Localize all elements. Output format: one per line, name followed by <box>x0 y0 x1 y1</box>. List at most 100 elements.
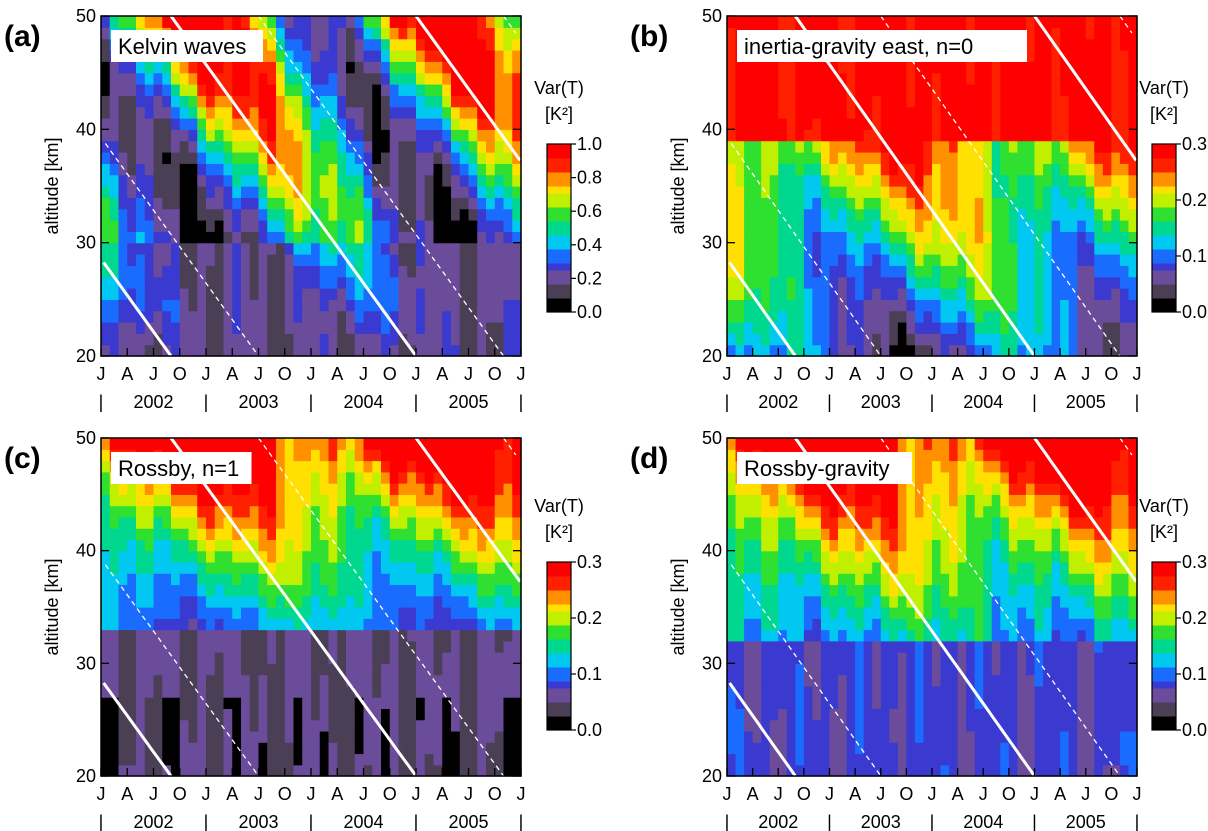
heatmap-cell <box>328 276 338 289</box>
heatmap-cell <box>153 640 163 653</box>
colorbar-swatch <box>547 562 571 570</box>
heatmap-cell <box>477 685 487 698</box>
heatmap-cell <box>735 629 745 642</box>
heatmap-cell <box>744 708 754 721</box>
panel-title: inertia-gravity east, n=0 <box>737 30 1027 62</box>
heatmap-cell <box>451 220 461 232</box>
heatmap-cell <box>494 753 505 766</box>
heatmap-cell <box>381 753 391 766</box>
heatmap-cell <box>459 288 470 300</box>
heatmap-cell <box>1068 16 1078 28</box>
heatmap-cell <box>346 50 356 62</box>
heatmap-cell <box>241 764 251 777</box>
heatmap-cell <box>838 344 848 357</box>
heatmap-cell <box>267 174 277 187</box>
heatmap-cell <box>778 483 788 495</box>
heatmap-cell <box>293 152 303 164</box>
heatmap-cell <box>829 186 839 198</box>
heatmap-cell <box>880 61 890 74</box>
heatmap-cell <box>144 708 155 721</box>
heatmap-cell <box>223 220 233 232</box>
heatmap-cell <box>897 288 907 300</box>
heatmap-cell <box>459 265 470 278</box>
colorbar-swatch <box>547 688 571 696</box>
heatmap-cell <box>486 288 496 300</box>
heatmap-cell <box>354 95 365 108</box>
heatmap-cell <box>311 288 321 300</box>
heatmap-cell <box>153 254 163 266</box>
heatmap-cell <box>407 516 417 529</box>
heatmap-cell <box>188 231 198 244</box>
heatmap-cell <box>1034 84 1044 96</box>
heatmap-cell <box>1119 197 1130 210</box>
heatmap-cell <box>442 663 452 676</box>
heatmap-cell <box>162 505 172 518</box>
heatmap-cell <box>328 640 338 653</box>
heatmap-cell <box>346 550 356 563</box>
heatmap-cell <box>838 242 848 255</box>
heatmap-cell <box>1034 186 1044 198</box>
heatmap-cell <box>328 231 338 244</box>
year-label: 2002 <box>758 392 798 412</box>
colorbar-swatch <box>547 179 571 187</box>
heatmap-cell <box>957 333 967 346</box>
heatmap-cell <box>459 140 470 153</box>
heatmap-cell <box>442 449 452 462</box>
easterly-wind-contour <box>257 15 505 357</box>
heatmap-cell <box>889 140 899 153</box>
heatmap-cell <box>416 220 426 232</box>
heatmap-cell <box>118 310 128 323</box>
heatmap-cell <box>136 322 146 334</box>
heatmap-cell <box>1060 95 1070 108</box>
heatmap-cell <box>232 84 242 96</box>
heatmap-cell <box>752 310 762 323</box>
heatmap-cell <box>302 84 312 96</box>
heatmap-cell <box>319 753 330 766</box>
heatmap-cell <box>744 753 754 766</box>
heatmap-cell <box>914 254 925 266</box>
heatmap-cell <box>1128 333 1138 346</box>
heatmap-cell <box>337 607 347 619</box>
heatmap-cell <box>459 310 470 323</box>
heatmap-cell <box>795 84 805 96</box>
heatmap-cell <box>363 663 373 676</box>
heatmap-cell <box>1000 288 1010 300</box>
heatmap-cell <box>761 95 771 108</box>
heatmap-cell <box>1085 242 1095 255</box>
heatmap-cell <box>302 697 312 709</box>
heatmap-cell <box>983 276 993 289</box>
heatmap-cell <box>735 561 745 574</box>
heatmap-cell <box>477 276 487 289</box>
heatmap-cell <box>101 84 111 96</box>
heatmap-cell <box>1077 299 1087 312</box>
heatmap-cell <box>769 663 779 676</box>
heatmap-cell <box>284 494 295 507</box>
heatmap-cell <box>197 174 207 187</box>
heatmap-cell <box>398 595 408 608</box>
heatmap-cell <box>744 152 754 164</box>
heatmap-cell <box>503 299 513 312</box>
heatmap-cell <box>932 299 942 312</box>
heatmap-cell <box>829 310 839 323</box>
heatmap-cell <box>923 288 933 300</box>
heatmap-cell <box>162 208 172 221</box>
heatmap-cell <box>803 129 814 142</box>
heatmap-cell <box>906 344 916 357</box>
heatmap-cell <box>459 118 470 130</box>
heatmap-cell <box>101 652 111 664</box>
heatmap-cell <box>769 629 779 642</box>
heatmap-cell <box>923 95 933 108</box>
heatmap-cell <box>1008 140 1019 153</box>
heatmap-cell <box>820 528 831 540</box>
heatmap-cell <box>727 471 737 484</box>
heatmap-cell <box>188 561 198 574</box>
heatmap-cell <box>761 254 771 266</box>
heatmap-cell <box>407 61 417 74</box>
heatmap-cell <box>337 16 347 28</box>
heatmap-cell <box>179 719 190 732</box>
heatmap-cell <box>223 595 233 608</box>
colorbar-swatch <box>1152 284 1176 292</box>
heatmap-cell <box>727 573 737 586</box>
heatmap-cell <box>778 163 788 176</box>
heatmap-cell <box>144 333 155 346</box>
